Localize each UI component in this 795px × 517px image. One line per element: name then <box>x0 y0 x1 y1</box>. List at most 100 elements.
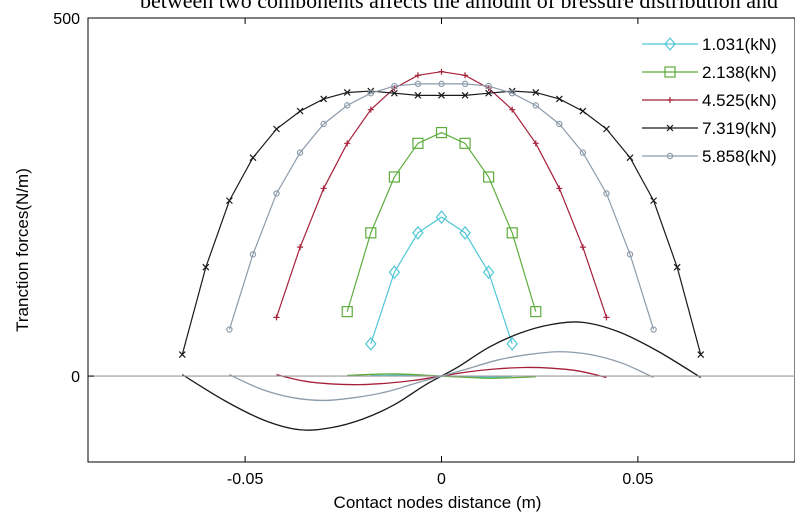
data-point <box>320 120 327 128</box>
axes-box <box>87 17 795 463</box>
data-point <box>673 263 681 271</box>
data-point <box>603 314 610 321</box>
data-point <box>273 190 280 197</box>
legend-label: 1.031(kN) <box>702 35 777 54</box>
legend-marker <box>667 97 673 103</box>
y-tick-label: 0 <box>71 369 80 386</box>
data-point <box>435 210 448 225</box>
data-point <box>459 137 471 149</box>
x-tick-label: 0.05 <box>622 471 653 488</box>
data-point <box>414 91 422 99</box>
series-line <box>346 131 537 312</box>
data-point <box>435 126 448 139</box>
y-axis-label: Tranction forces(N/m) <box>13 168 32 332</box>
data-point <box>650 326 657 333</box>
data-point <box>626 251 634 258</box>
data-point <box>412 137 424 149</box>
series-2 <box>273 68 610 386</box>
data-point <box>367 89 374 97</box>
data-point <box>343 89 351 96</box>
series-3 <box>178 87 705 431</box>
data-point <box>461 80 469 88</box>
series-0 <box>365 210 518 378</box>
data-point <box>320 185 327 192</box>
data-point <box>296 107 304 115</box>
x-tick-label: 0 <box>437 471 446 488</box>
data-point <box>438 80 445 88</box>
data-point <box>414 80 422 88</box>
data-point <box>367 106 374 113</box>
x-tick-label: -0.05 <box>227 471 264 488</box>
data-point <box>603 125 610 133</box>
legend-marker <box>666 152 674 160</box>
data-point <box>344 140 351 147</box>
data-point <box>273 125 280 133</box>
legend-entry: 7.319(kN) <box>642 119 777 138</box>
data-point <box>344 102 351 109</box>
data-point <box>365 227 377 239</box>
legend-entry: 5.858(kN) <box>642 147 777 166</box>
data-point <box>365 336 377 351</box>
data-point <box>388 171 400 183</box>
data-point <box>341 306 353 318</box>
data-point <box>509 89 516 97</box>
data-point <box>249 251 257 258</box>
legend-entry: 2.138(kN) <box>642 63 777 82</box>
data-point <box>626 154 634 162</box>
legend-label: 5.858(kN) <box>702 147 777 166</box>
data-point <box>461 91 469 99</box>
data-point <box>202 263 210 271</box>
legend-entry: 4.525(kN) <box>642 91 777 110</box>
data-point <box>556 185 563 192</box>
data-point <box>650 197 658 205</box>
data-point <box>320 95 328 103</box>
y-tick-label: 500 <box>53 11 80 28</box>
data-point <box>296 149 304 156</box>
series-line <box>370 216 513 345</box>
legend-label: 7.319(kN) <box>702 119 777 138</box>
legend-marker <box>664 66 676 78</box>
data-point <box>485 82 492 90</box>
data-point <box>414 72 421 79</box>
data-point <box>462 72 469 79</box>
data-point <box>391 82 398 90</box>
series-line <box>228 83 655 330</box>
data-point <box>532 102 539 109</box>
data-point <box>459 225 471 240</box>
data-point <box>579 244 586 251</box>
data-point <box>506 336 518 351</box>
series-layer <box>178 68 705 431</box>
data-point <box>485 89 493 97</box>
data-point <box>506 227 518 239</box>
data-point <box>226 326 233 333</box>
x-axis-label: Contact nodes distance (m) <box>334 493 542 512</box>
data-point <box>556 120 563 128</box>
data-point <box>532 89 540 96</box>
data-point <box>249 154 257 162</box>
data-point <box>412 225 424 240</box>
legend-marker <box>666 124 674 132</box>
data-point <box>579 107 587 115</box>
data-point <box>532 140 539 147</box>
top-caption: between two components affects the amoun… <box>140 0 780 8</box>
ticks-layer: -0.05 0 0.05 0 500 <box>53 11 653 488</box>
data-point <box>225 197 233 205</box>
series-line <box>275 71 608 318</box>
data-point <box>482 265 495 280</box>
legend-marker <box>664 37 676 51</box>
data-point <box>273 314 280 321</box>
data-point <box>438 68 445 75</box>
data-point <box>483 171 495 183</box>
legend-label: 2.138(kN) <box>702 63 777 82</box>
data-point <box>555 95 563 103</box>
data-point <box>579 149 587 156</box>
data-point <box>297 244 304 251</box>
data-point <box>697 351 705 359</box>
data-point <box>438 91 445 99</box>
legend-label: 4.525(kN) <box>702 91 777 110</box>
data-point <box>390 89 398 97</box>
data-point <box>530 306 542 318</box>
data-point <box>388 265 401 280</box>
data-point <box>178 351 186 359</box>
